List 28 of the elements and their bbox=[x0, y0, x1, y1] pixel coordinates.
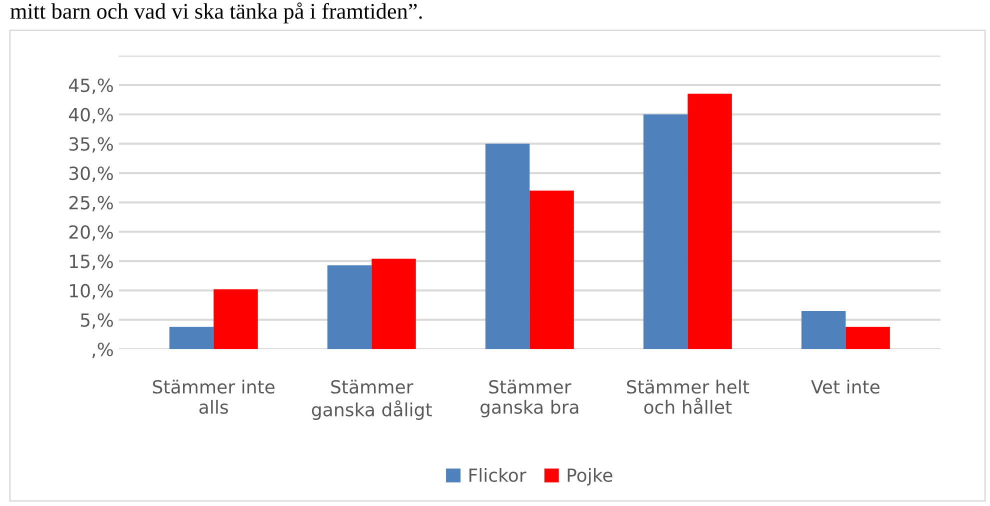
y-tick-label: 45,% bbox=[68, 78, 113, 94]
bar bbox=[372, 258, 416, 350]
chart-title: mitt barn och vad vi ska tänka på i framtiden”. bbox=[10, 2, 422, 24]
bar bbox=[214, 289, 258, 350]
x-tick-label: Stämmer helt och hållet bbox=[627, 380, 750, 414]
bar bbox=[485, 144, 530, 350]
bar bbox=[530, 190, 574, 350]
y-tick-label: 5,% bbox=[80, 313, 113, 329]
y-tick-label: 35,% bbox=[69, 137, 113, 153]
y-tick-label: 25,% bbox=[69, 196, 113, 212]
bar bbox=[846, 326, 890, 350]
bar bbox=[801, 310, 846, 350]
y-tick-label: 10,% bbox=[70, 284, 113, 300]
y-tick-label: 20,% bbox=[69, 225, 113, 241]
y-tick-label: 15,% bbox=[70, 254, 113, 270]
legend-label: Pojke bbox=[568, 468, 612, 486]
y-tick-label: 40,% bbox=[68, 108, 113, 124]
bar bbox=[327, 265, 372, 350]
bar bbox=[169, 326, 214, 350]
x-tick-label: Vet inte bbox=[811, 380, 880, 394]
bar bbox=[688, 94, 732, 350]
legend-label: Flickor bbox=[469, 468, 526, 482]
x-tick-label: Stämmer inte alls bbox=[152, 380, 274, 414]
x-tick-label: Stämmer ganska dåligt bbox=[312, 380, 432, 420]
y-tick-label: 30,% bbox=[69, 166, 113, 182]
bar bbox=[643, 114, 688, 350]
x-tick-label: Stämmer ganska bra bbox=[480, 380, 578, 418]
y-tick-label: ,% bbox=[92, 342, 113, 358]
